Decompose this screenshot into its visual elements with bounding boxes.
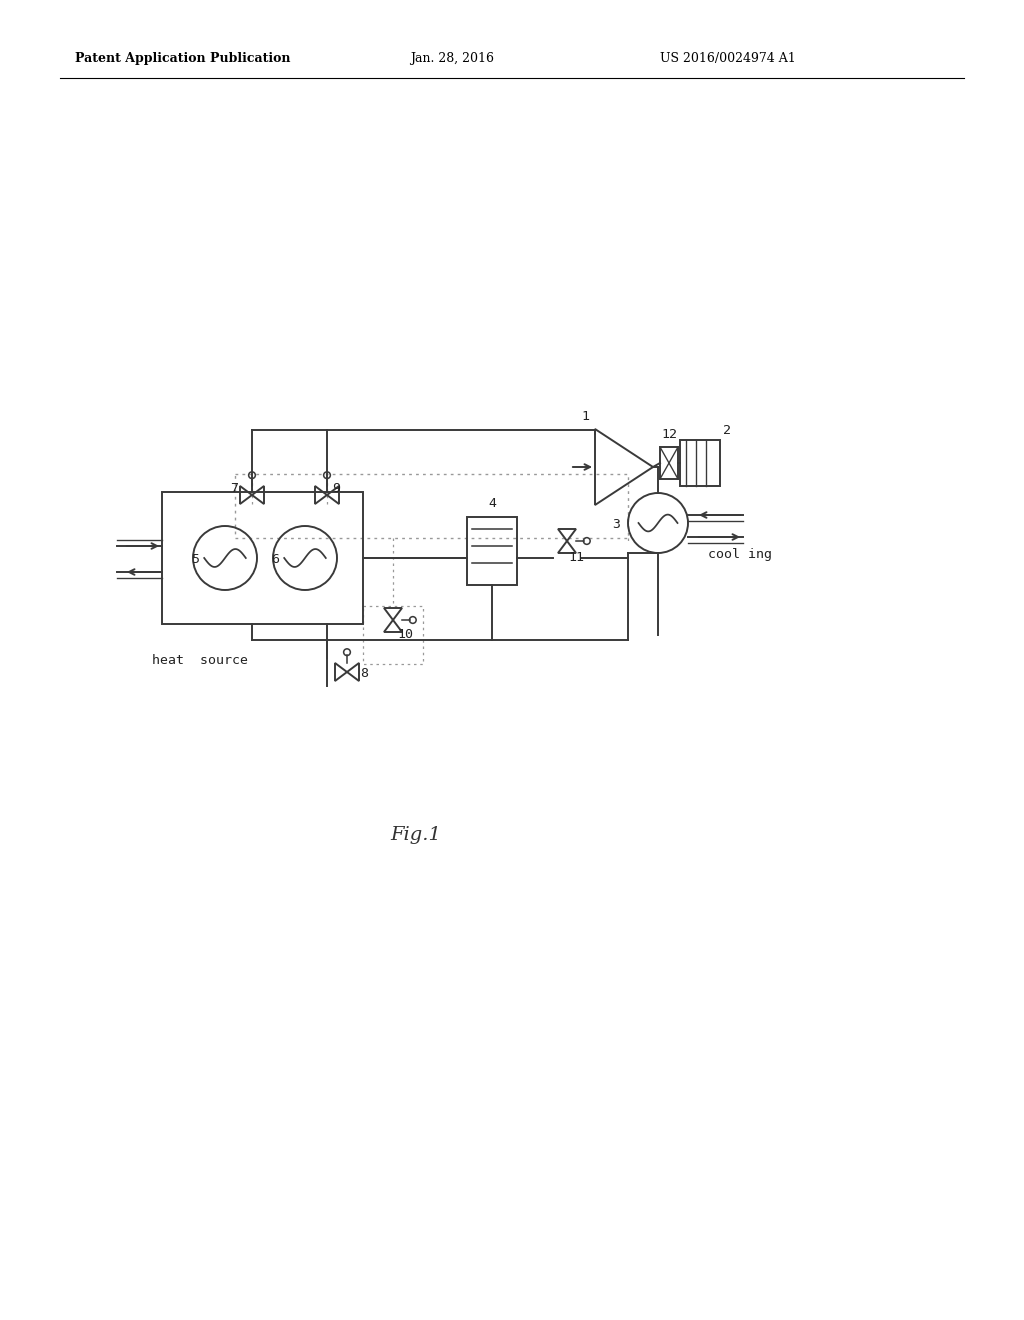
Bar xyxy=(162,492,362,624)
Text: Patent Application Publication: Patent Application Publication xyxy=(75,51,291,65)
Text: 5: 5 xyxy=(191,553,199,566)
Bar xyxy=(362,606,423,664)
Text: Fig.1: Fig.1 xyxy=(390,826,441,843)
Text: 2: 2 xyxy=(723,424,731,437)
Bar xyxy=(660,447,678,479)
Text: 9: 9 xyxy=(332,482,340,495)
Text: 4: 4 xyxy=(488,498,496,510)
Text: 3: 3 xyxy=(612,517,620,531)
Bar xyxy=(680,440,720,486)
Text: 12: 12 xyxy=(662,428,677,441)
Text: 7: 7 xyxy=(230,482,238,495)
Text: heat  source: heat source xyxy=(152,653,248,667)
Text: Jan. 28, 2016: Jan. 28, 2016 xyxy=(410,51,494,65)
Text: 10: 10 xyxy=(397,628,413,642)
Text: cool ing: cool ing xyxy=(708,548,772,561)
Text: 6: 6 xyxy=(271,553,279,566)
Text: US 2016/0024974 A1: US 2016/0024974 A1 xyxy=(660,51,796,65)
Text: 1: 1 xyxy=(581,411,589,422)
Text: 8: 8 xyxy=(360,667,368,680)
Bar xyxy=(234,474,628,539)
Text: 11: 11 xyxy=(568,550,584,564)
Bar xyxy=(467,517,517,585)
